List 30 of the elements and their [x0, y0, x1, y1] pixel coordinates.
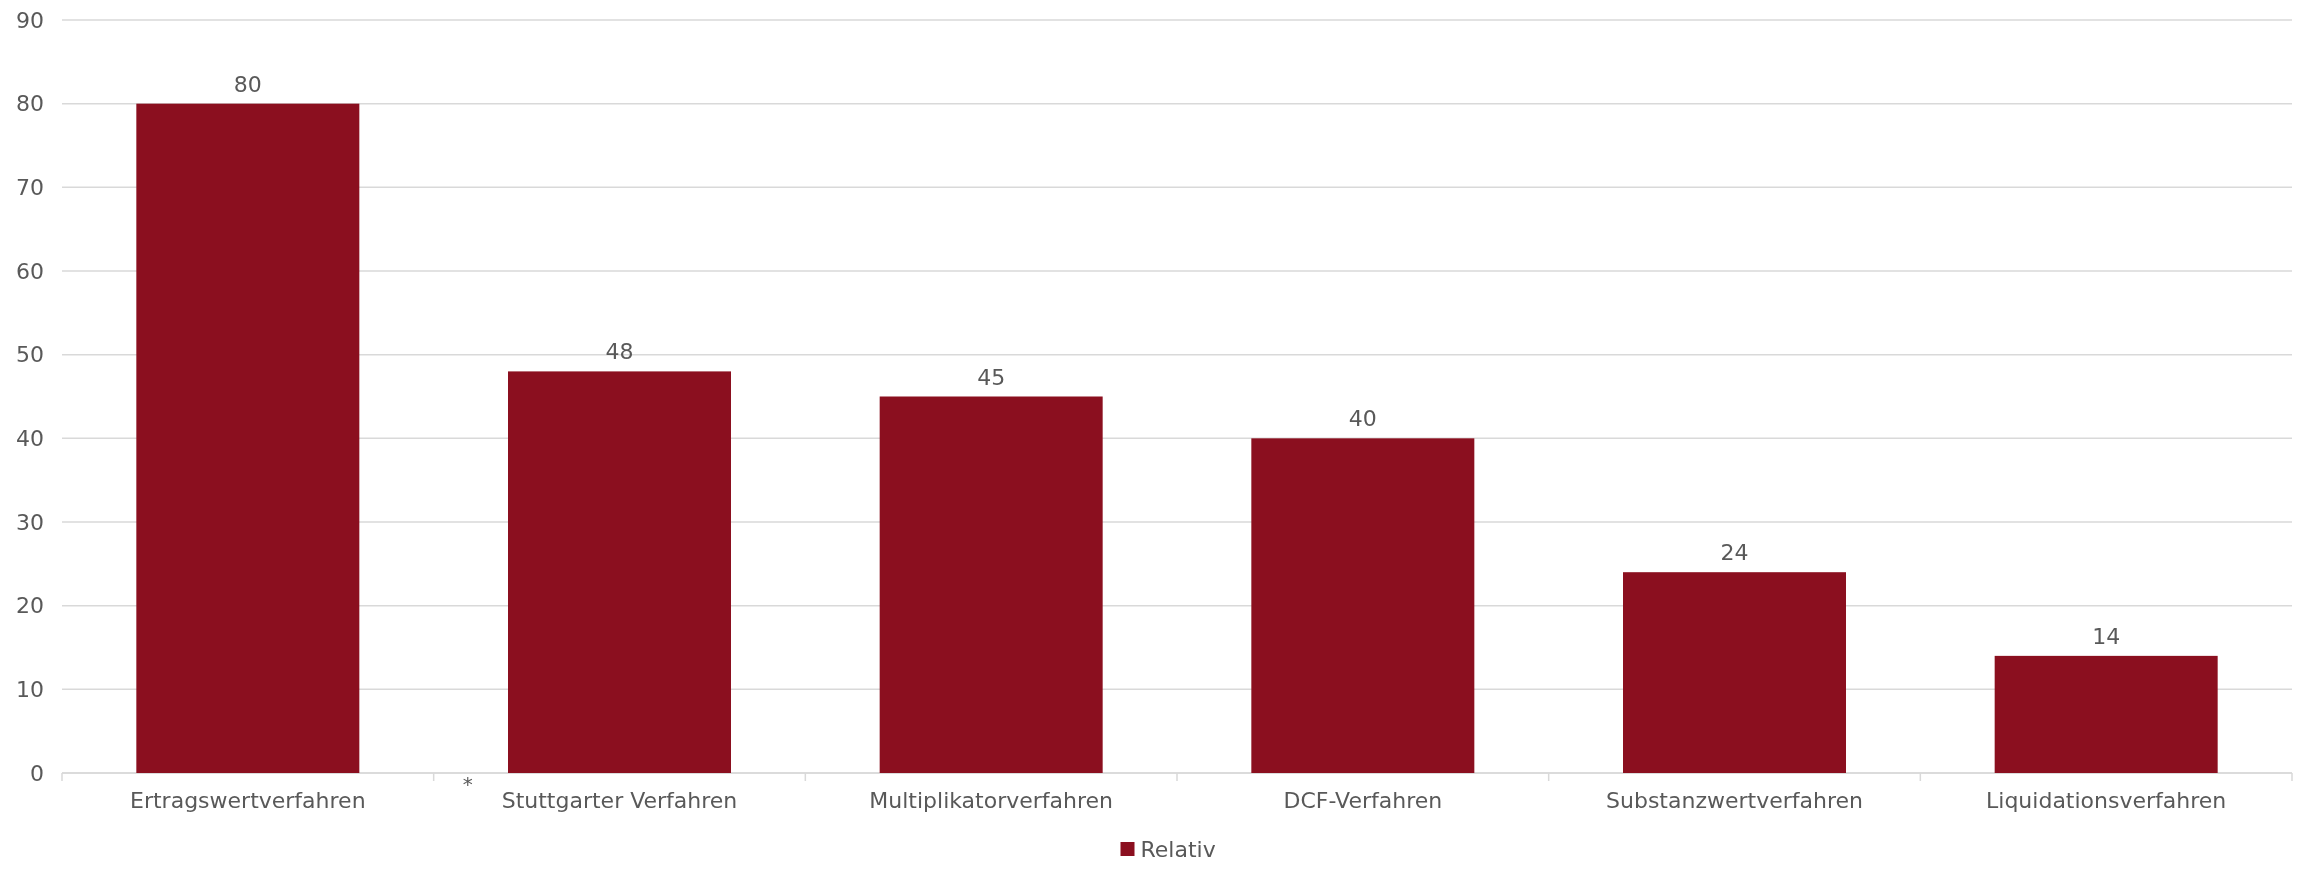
x-tick-label: Ertragswertverfahren [130, 788, 366, 813]
y-tick-label: 80 [16, 91, 44, 117]
y-tick-label: 30 [16, 509, 44, 535]
bar [1623, 572, 1846, 773]
x-tick-label: DCF-Verfahren [1283, 788, 1443, 813]
y-tick-label: 10 [16, 677, 44, 703]
data-label: 24 [1720, 540, 1749, 566]
data-label: 45 [977, 364, 1006, 390]
x-tick-label: Stuttgarter Verfahren [501, 788, 738, 813]
bar [1994, 655, 2218, 773]
legend-label: Relativ [1140, 836, 1216, 862]
x-tick-label: Substanzwertverfahren [1606, 788, 1863, 813]
y-tick-label: 60 [16, 258, 44, 284]
data-label: 80 [233, 71, 262, 97]
y-tick-label: 70 [16, 175, 44, 201]
data-label: 14 [2092, 623, 2121, 649]
x-tick-label: Multiplikatorverfahren [869, 788, 1114, 813]
y-tick-label: 90 [16, 7, 44, 33]
bar [1251, 438, 1475, 773]
bar [136, 103, 360, 773]
data-label: 48 [605, 339, 634, 365]
annotation: * [462, 772, 473, 796]
bar [508, 371, 731, 773]
y-tick-label: 50 [16, 342, 44, 368]
y-tick-label: 20 [16, 593, 44, 619]
y-tick-label: 0 [30, 760, 44, 786]
y-tick-label: 40 [16, 426, 44, 452]
bar [879, 396, 1103, 773]
x-tick-label: Liquidationsverfahren [1986, 788, 2227, 813]
data-label: 40 [1348, 406, 1377, 432]
